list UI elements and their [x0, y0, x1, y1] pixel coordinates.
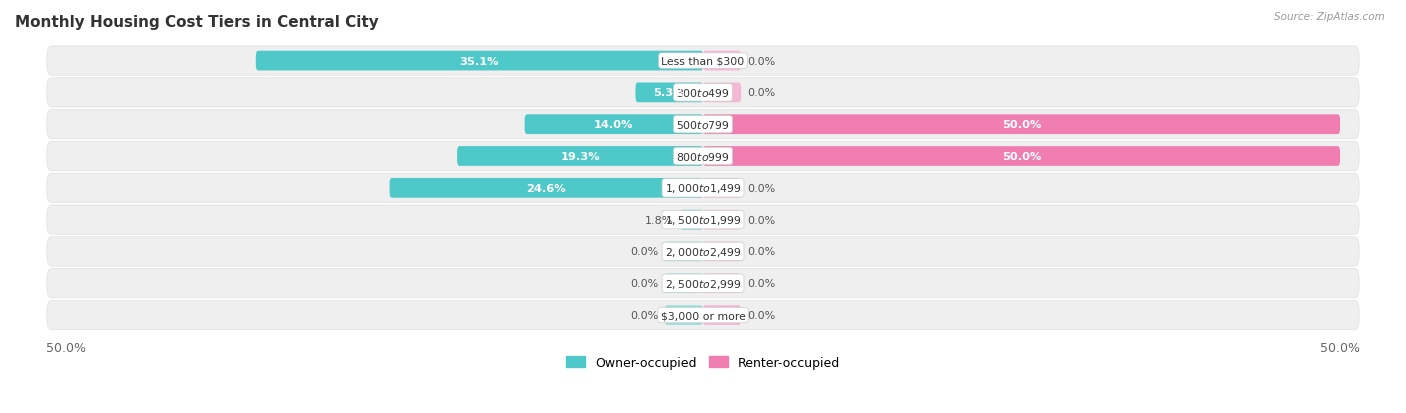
Text: $1,500 to $1,999: $1,500 to $1,999	[665, 214, 741, 227]
FancyBboxPatch shape	[703, 210, 741, 230]
Text: $3,000 or more: $3,000 or more	[661, 310, 745, 320]
Text: 1.8%: 1.8%	[645, 215, 673, 225]
Text: 0.0%: 0.0%	[630, 310, 658, 320]
Text: 0.0%: 0.0%	[748, 215, 776, 225]
FancyBboxPatch shape	[703, 274, 741, 293]
FancyBboxPatch shape	[665, 242, 703, 262]
Text: 24.6%: 24.6%	[526, 183, 567, 193]
FancyBboxPatch shape	[46, 206, 1360, 235]
FancyBboxPatch shape	[703, 83, 741, 103]
FancyBboxPatch shape	[703, 52, 741, 71]
Text: 0.0%: 0.0%	[748, 247, 776, 257]
Text: 5.3%: 5.3%	[654, 88, 685, 98]
Legend: Owner-occupied, Renter-occupied: Owner-occupied, Renter-occupied	[561, 351, 845, 374]
Text: 50.0%: 50.0%	[1002, 120, 1042, 130]
FancyBboxPatch shape	[703, 115, 1340, 135]
Text: 0.0%: 0.0%	[748, 88, 776, 98]
Text: 0.0%: 0.0%	[748, 279, 776, 289]
Text: 14.0%: 14.0%	[595, 120, 634, 130]
FancyBboxPatch shape	[703, 306, 741, 325]
Text: $500 to $799: $500 to $799	[676, 119, 730, 131]
FancyBboxPatch shape	[46, 174, 1360, 203]
FancyBboxPatch shape	[46, 269, 1360, 298]
Text: $300 to $499: $300 to $499	[676, 87, 730, 99]
Text: 0.0%: 0.0%	[748, 183, 776, 193]
Text: $800 to $999: $800 to $999	[676, 151, 730, 163]
FancyBboxPatch shape	[389, 178, 703, 198]
Text: 35.1%: 35.1%	[460, 57, 499, 66]
FancyBboxPatch shape	[703, 242, 741, 262]
FancyBboxPatch shape	[46, 237, 1360, 266]
FancyBboxPatch shape	[457, 147, 703, 166]
FancyBboxPatch shape	[46, 301, 1360, 330]
Text: $2,000 to $2,499: $2,000 to $2,499	[665, 245, 741, 258]
FancyBboxPatch shape	[46, 142, 1360, 171]
Text: Less than $300: Less than $300	[661, 57, 745, 66]
Text: 0.0%: 0.0%	[748, 310, 776, 320]
FancyBboxPatch shape	[524, 115, 703, 135]
Text: 0.0%: 0.0%	[748, 57, 776, 66]
FancyBboxPatch shape	[46, 110, 1360, 140]
FancyBboxPatch shape	[703, 147, 1340, 166]
Text: 0.0%: 0.0%	[630, 279, 658, 289]
FancyBboxPatch shape	[46, 78, 1360, 108]
Text: 19.3%: 19.3%	[560, 152, 600, 161]
FancyBboxPatch shape	[681, 210, 703, 230]
FancyBboxPatch shape	[665, 274, 703, 293]
FancyBboxPatch shape	[636, 83, 703, 103]
Text: Source: ZipAtlas.com: Source: ZipAtlas.com	[1274, 12, 1385, 22]
Text: $2,500 to $2,999: $2,500 to $2,999	[665, 277, 741, 290]
FancyBboxPatch shape	[703, 178, 741, 198]
Text: $1,000 to $1,499: $1,000 to $1,499	[665, 182, 741, 195]
Text: Monthly Housing Cost Tiers in Central City: Monthly Housing Cost Tiers in Central Ci…	[15, 15, 378, 30]
Text: 0.0%: 0.0%	[630, 247, 658, 257]
Text: 50.0%: 50.0%	[1002, 152, 1042, 161]
FancyBboxPatch shape	[665, 306, 703, 325]
FancyBboxPatch shape	[46, 47, 1360, 76]
FancyBboxPatch shape	[256, 52, 703, 71]
